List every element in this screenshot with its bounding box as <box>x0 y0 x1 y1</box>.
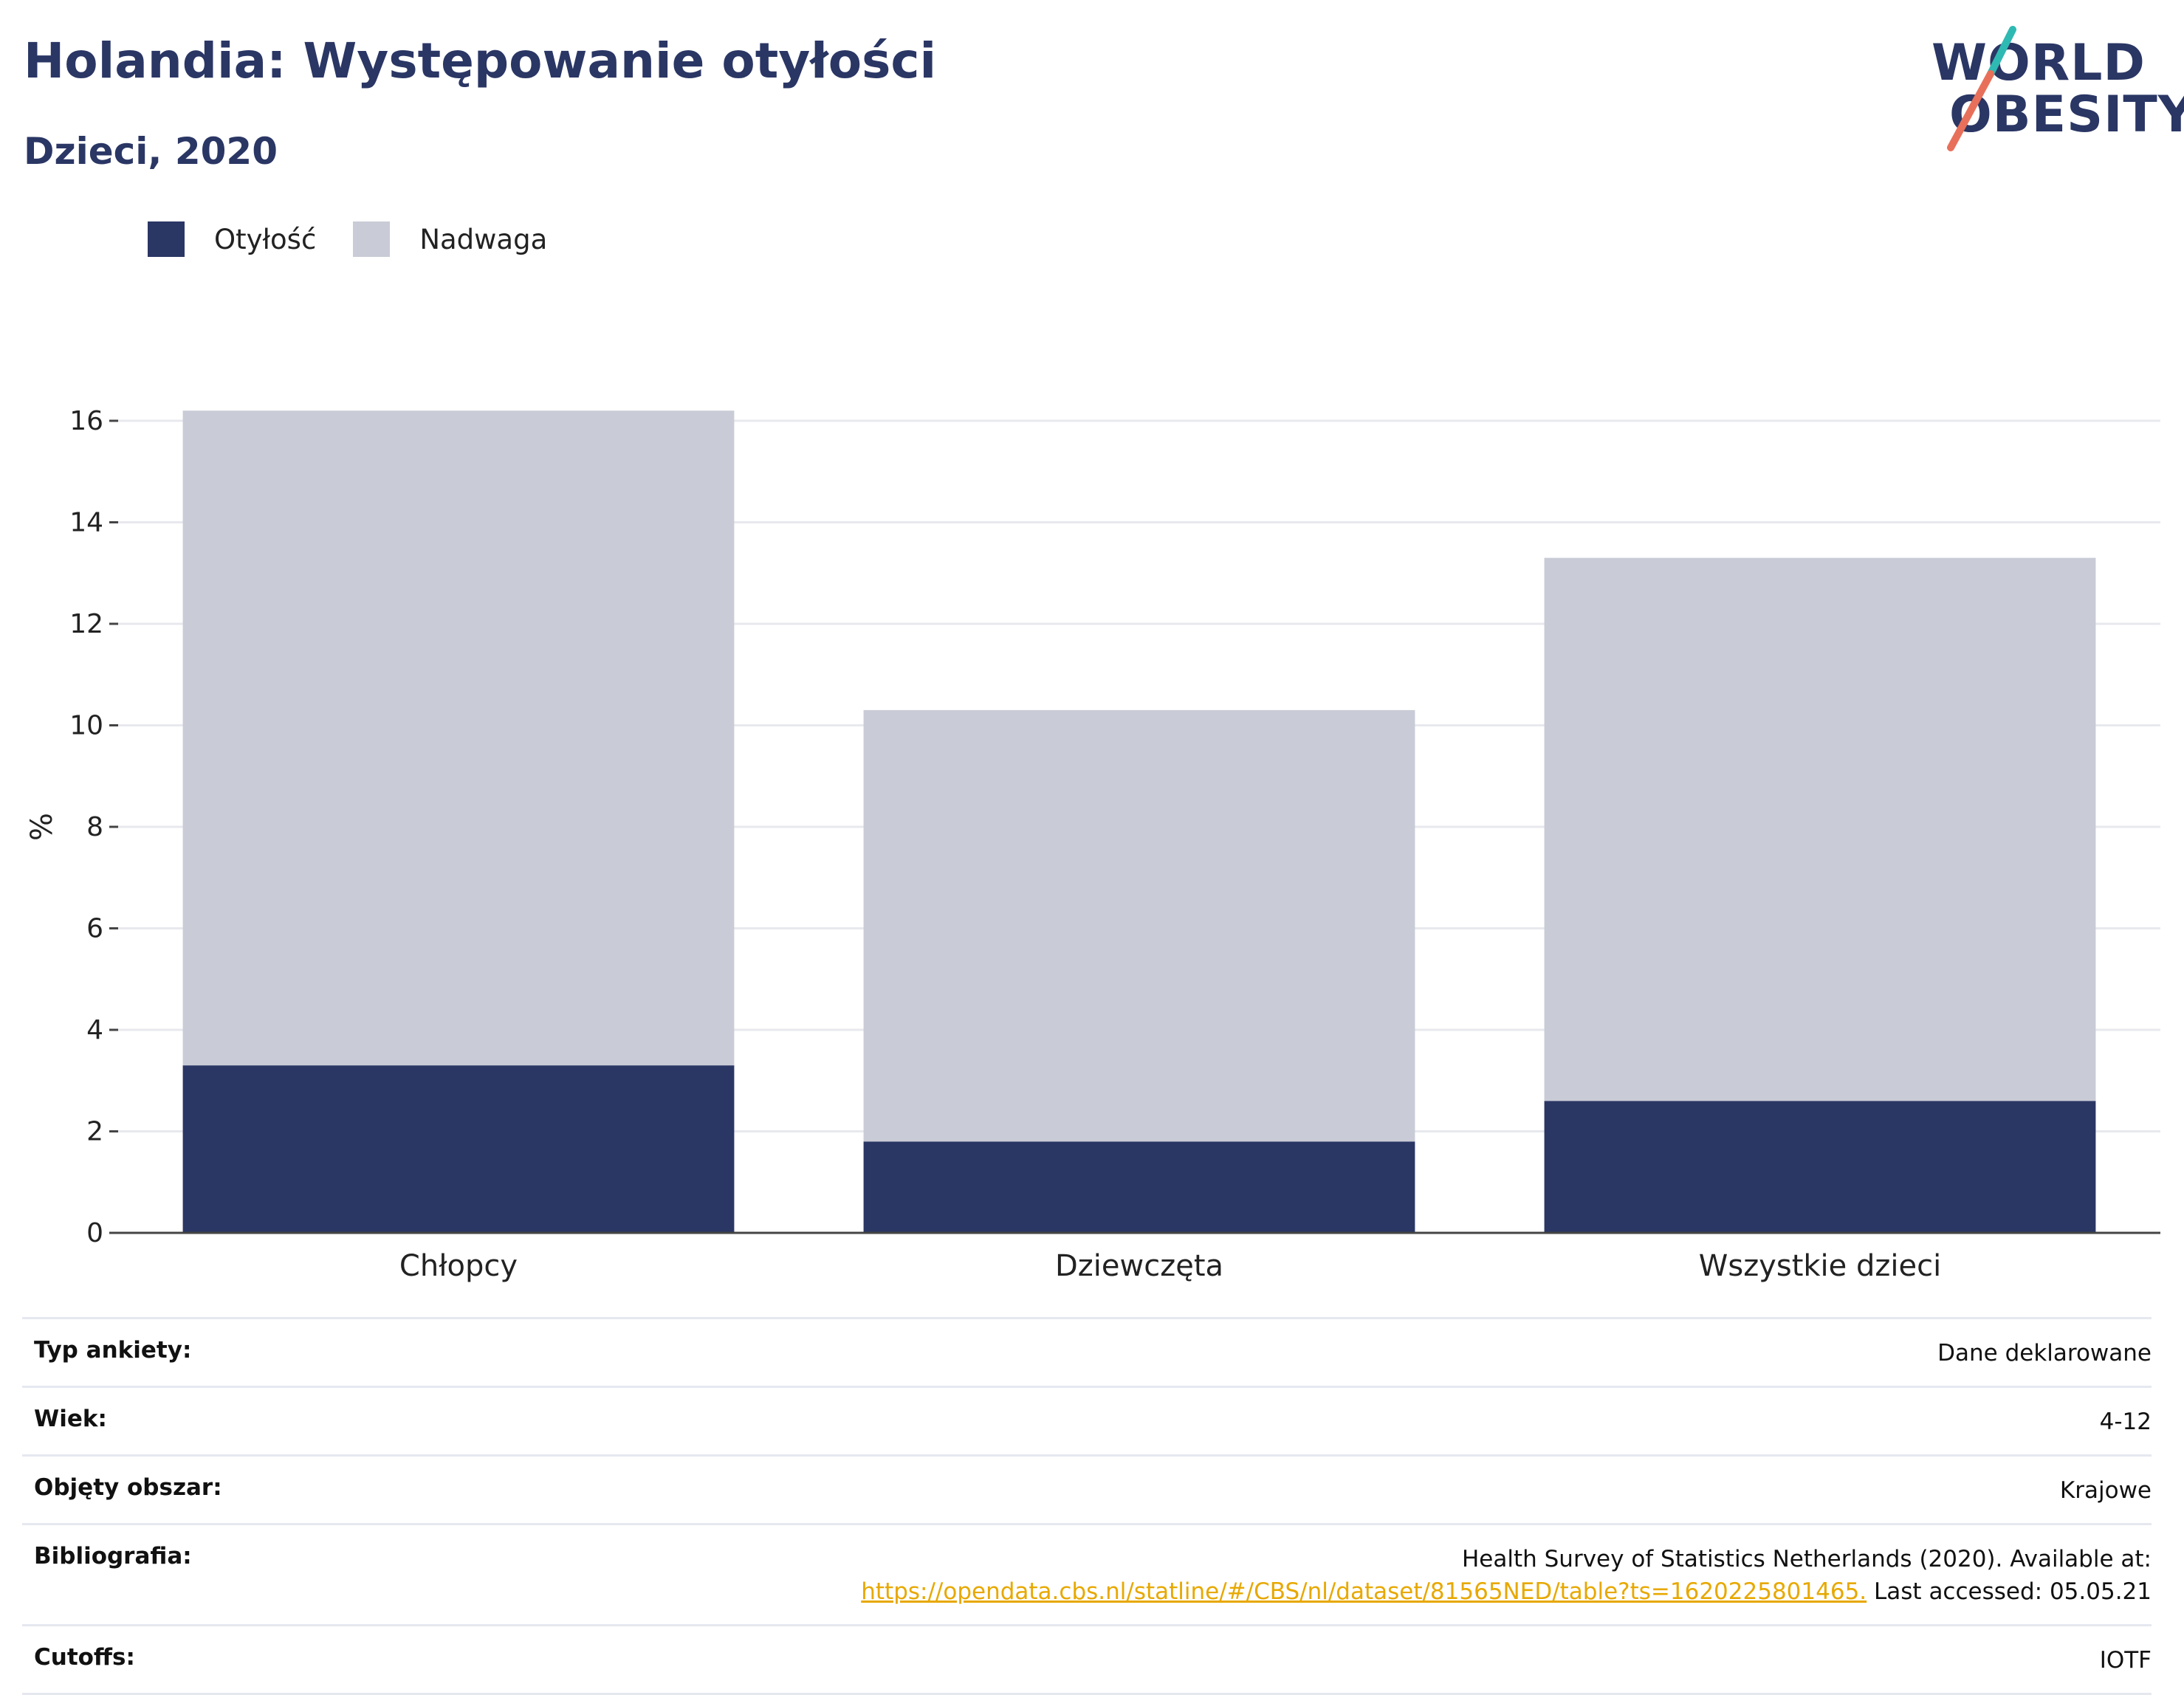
legend-item-obesity[interactable]: Otyłość <box>148 221 316 257</box>
info-value: Dane deklarowane <box>1937 1340 2152 1366</box>
legend-swatch-overweight <box>353 221 391 257</box>
legend-item-overweight[interactable]: Nadwaga <box>353 221 547 257</box>
legend: Otyłość Nadwaga <box>148 219 584 260</box>
bar-obesity <box>863 1141 1415 1233</box>
bar-obesity <box>1544 1101 2096 1233</box>
info-table: Typ ankiety: Dane deklarowane Wiek: 4-12… <box>22 1317 2152 1695</box>
logo-line1: WORLD <box>1931 34 2146 92</box>
legend-swatch-obesity <box>148 221 185 257</box>
info-key: Cutoffs: <box>34 1644 135 1671</box>
bar-overweight <box>182 410 735 1066</box>
x-tick-label: Dziewczęta <box>1055 1249 1223 1283</box>
info-key: Objęty obszar: <box>34 1474 222 1501</box>
y-tick-label: 16 <box>69 406 103 436</box>
legend-label-overweight: Nadwaga <box>419 223 548 255</box>
y-tick-label: 10 <box>69 711 103 741</box>
info-row-bibliography: Bibliografia: Health Survey of Statistic… <box>22 1523 2152 1624</box>
y-axis-label: % <box>25 813 59 841</box>
y-tick-label: 14 <box>69 508 103 538</box>
bibliography-text: Health Survey of Statistics Netherlands … <box>1461 1546 2152 1572</box>
info-row-survey-type: Typ ankiety: Dane deklarowane <box>22 1317 2152 1386</box>
info-row-cutoffs: Cutoffs: IOTF <box>22 1624 2152 1695</box>
info-value: IOTF <box>2099 1647 2152 1674</box>
bibliography-accessed: Last accessed: 05.05.21 <box>1867 1578 2152 1605</box>
bibliography-link[interactable]: https://opendata.cbs.nl/statline/#/CBS/n… <box>861 1578 1867 1605</box>
info-row-area: Objęty obszar: Krajowe <box>22 1454 2152 1523</box>
chart-subtitle: Dzieci, 2020 <box>24 130 278 173</box>
y-tick-label: 2 <box>86 1117 103 1147</box>
info-value: Krajowe <box>2059 1477 2152 1504</box>
world-obesity-logo: WORLD OBESITY <box>1920 22 2184 155</box>
x-tick-label: Wszystkie dzieci <box>1699 1249 1941 1283</box>
bar-overweight <box>863 709 1415 1142</box>
info-value: Health Survey of Statistics Netherlands … <box>861 1543 2152 1608</box>
x-tick-label: Chłopcy <box>399 1249 518 1283</box>
bar-obesity <box>182 1065 735 1233</box>
info-row-age: Wiek: 4-12 <box>22 1386 2152 1454</box>
bar-chart: 0 2 4 6 8 10 12 14 16% Chłopcy Dziewczęta Wszystkie… <box>25 406 2160 1283</box>
info-value: 4-12 <box>2099 1409 2152 1435</box>
y-tick-label: 12 <box>69 609 103 639</box>
y-tick-label: 0 <box>86 1218 103 1248</box>
y-tick-label: 4 <box>86 1015 103 1045</box>
info-key: Typ ankiety: <box>34 1337 192 1364</box>
logo-line2: OBESITY <box>1949 86 2184 144</box>
chart-title: Holandia: Występowanie otyłości <box>24 32 937 89</box>
info-key: Bibliografia: <box>34 1543 192 1569</box>
legend-label-obesity: Otyłość <box>214 223 317 255</box>
info-key: Wiek: <box>34 1406 107 1432</box>
y-tick-label: 8 <box>86 812 103 842</box>
bar-overweight <box>1544 557 2096 1101</box>
logo-slash-icon <box>1947 26 2016 151</box>
y-tick-label: 6 <box>86 914 103 944</box>
